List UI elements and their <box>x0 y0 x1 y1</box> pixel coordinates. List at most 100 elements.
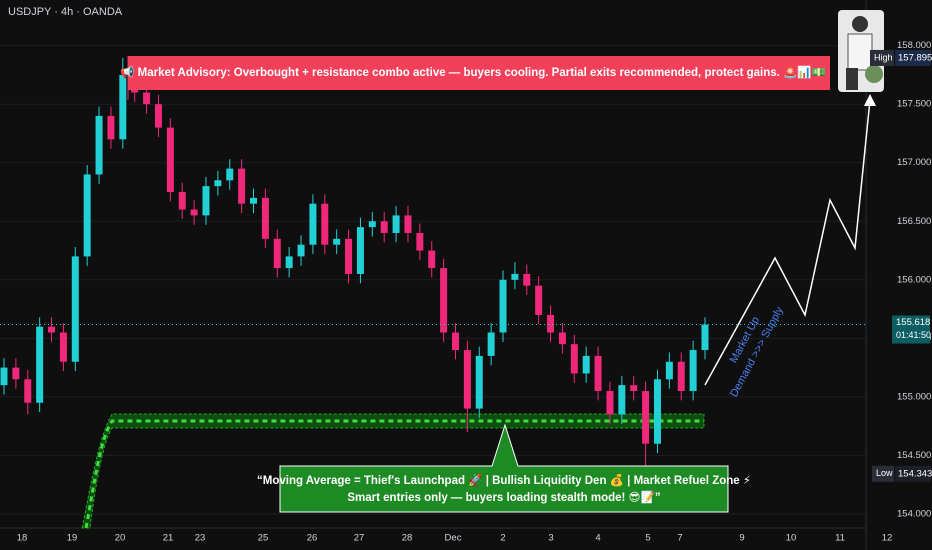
last-price-tag <box>892 315 930 344</box>
candle-body <box>166 127 174 192</box>
x-tick-label: 5 <box>645 533 650 544</box>
x-tick-label: 11 <box>835 533 845 544</box>
candle-body <box>428 250 436 269</box>
candle-body <box>642 391 650 444</box>
candle-body <box>95 115 103 175</box>
candle-body <box>71 256 79 362</box>
candle-body <box>487 332 495 356</box>
last-price-label: 155.618 <box>896 317 930 328</box>
candle-body <box>594 355 602 392</box>
advisory-banner <box>128 56 830 90</box>
candle-body <box>202 186 210 216</box>
candle-body <box>463 350 471 409</box>
candle-body <box>701 324 709 351</box>
x-tick-label: 23 <box>195 533 206 544</box>
x-tick-label: 20 <box>115 533 126 544</box>
y-tick-label: 157.500 <box>897 99 931 110</box>
candle-body <box>523 273 531 286</box>
candle-body <box>606 391 614 415</box>
x-tick-label: 28 <box>402 533 413 544</box>
candle-body <box>653 379 661 444</box>
candle-body <box>24 379 32 403</box>
y-tick-label: 154.000 <box>897 508 931 519</box>
thief-illustration <box>838 10 884 92</box>
moving-average-line <box>84 419 704 529</box>
x-tick-label: 3 <box>548 533 553 544</box>
candle-body <box>582 355 590 374</box>
x-tick-label: 9 <box>739 533 744 544</box>
candle-body <box>475 355 483 409</box>
y-tick-label: 157.000 <box>897 157 931 168</box>
candle-body <box>356 227 364 274</box>
x-tick-label: 21 <box>163 533 174 544</box>
candle-body <box>535 285 543 315</box>
candle-body <box>12 367 20 380</box>
low-price-label: 154.343 <box>898 468 932 479</box>
candle-body <box>547 314 555 333</box>
moving-average-band <box>81 413 705 529</box>
x-tick-label: Dec <box>445 533 462 544</box>
candle-body <box>511 273 519 280</box>
candle-body <box>440 268 448 333</box>
candle-body <box>48 326 56 333</box>
candle-body <box>83 174 91 257</box>
candle-body <box>178 192 186 210</box>
candle-body <box>677 361 685 392</box>
chart-title: USDJPY · 4h · OANDA <box>8 6 123 18</box>
y-tick-label: 154.500 <box>897 450 931 461</box>
candle-body <box>416 232 424 251</box>
candle-body <box>309 203 317 245</box>
x-tick-label: 12 <box>882 533 893 544</box>
x-tick-label: 10 <box>786 533 797 544</box>
projection-arrow <box>864 94 876 106</box>
x-tick-label: 2 <box>500 533 505 544</box>
high-tag-label: High <box>874 52 893 62</box>
callout-text: “Moving Average = Thief's Launchpad 🚀 | … <box>257 473 751 487</box>
candle-body <box>250 197 258 204</box>
candle-body <box>689 350 697 392</box>
candle-body <box>226 168 234 181</box>
candle-body <box>392 215 400 233</box>
candle-body <box>297 244 305 257</box>
candle-body <box>618 385 626 415</box>
candle-body <box>273 238 281 269</box>
candle-body <box>451 332 459 351</box>
low-tag <box>872 465 894 482</box>
y-tick-label: 158.000 <box>897 40 931 51</box>
candle-body <box>285 256 293 269</box>
candle-body <box>119 74 127 140</box>
candle-body <box>107 115 115 140</box>
y-tick-label: 155.000 <box>897 391 931 402</box>
x-tick-label: 4 <box>595 533 600 544</box>
candle-body <box>558 332 566 345</box>
y-tick-label: 156.000 <box>897 274 931 285</box>
candle-body <box>143 92 151 105</box>
candle-body <box>154 104 162 128</box>
x-tick-label: 19 <box>67 533 78 544</box>
candle-body <box>499 279 507 333</box>
candle-body <box>333 238 341 245</box>
x-tick-label: 26 <box>307 533 318 544</box>
high-price-label: 157.895 <box>898 52 932 63</box>
x-tick-label: 7 <box>677 533 682 544</box>
high-tag <box>870 49 894 66</box>
candle-body <box>36 326 44 403</box>
candle-body <box>380 221 388 233</box>
callout-box <box>279 423 729 513</box>
low-price-tag <box>895 465 931 482</box>
candle-body <box>0 367 8 386</box>
candle-body <box>630 385 638 392</box>
callout-text: Smart entries only — buyers loading stea… <box>347 490 660 504</box>
candle-body <box>321 203 329 245</box>
advisory-text: 📢 Market Advisory: Overbought + resistan… <box>120 65 826 79</box>
candle-body <box>214 180 222 187</box>
candle-body <box>570 344 578 374</box>
candle-body <box>404 215 412 233</box>
candle-body <box>368 221 376 228</box>
candle-body <box>59 332 67 362</box>
candle-body <box>665 361 673 380</box>
x-tick-label: 18 <box>17 533 28 544</box>
candle-body <box>190 209 198 216</box>
